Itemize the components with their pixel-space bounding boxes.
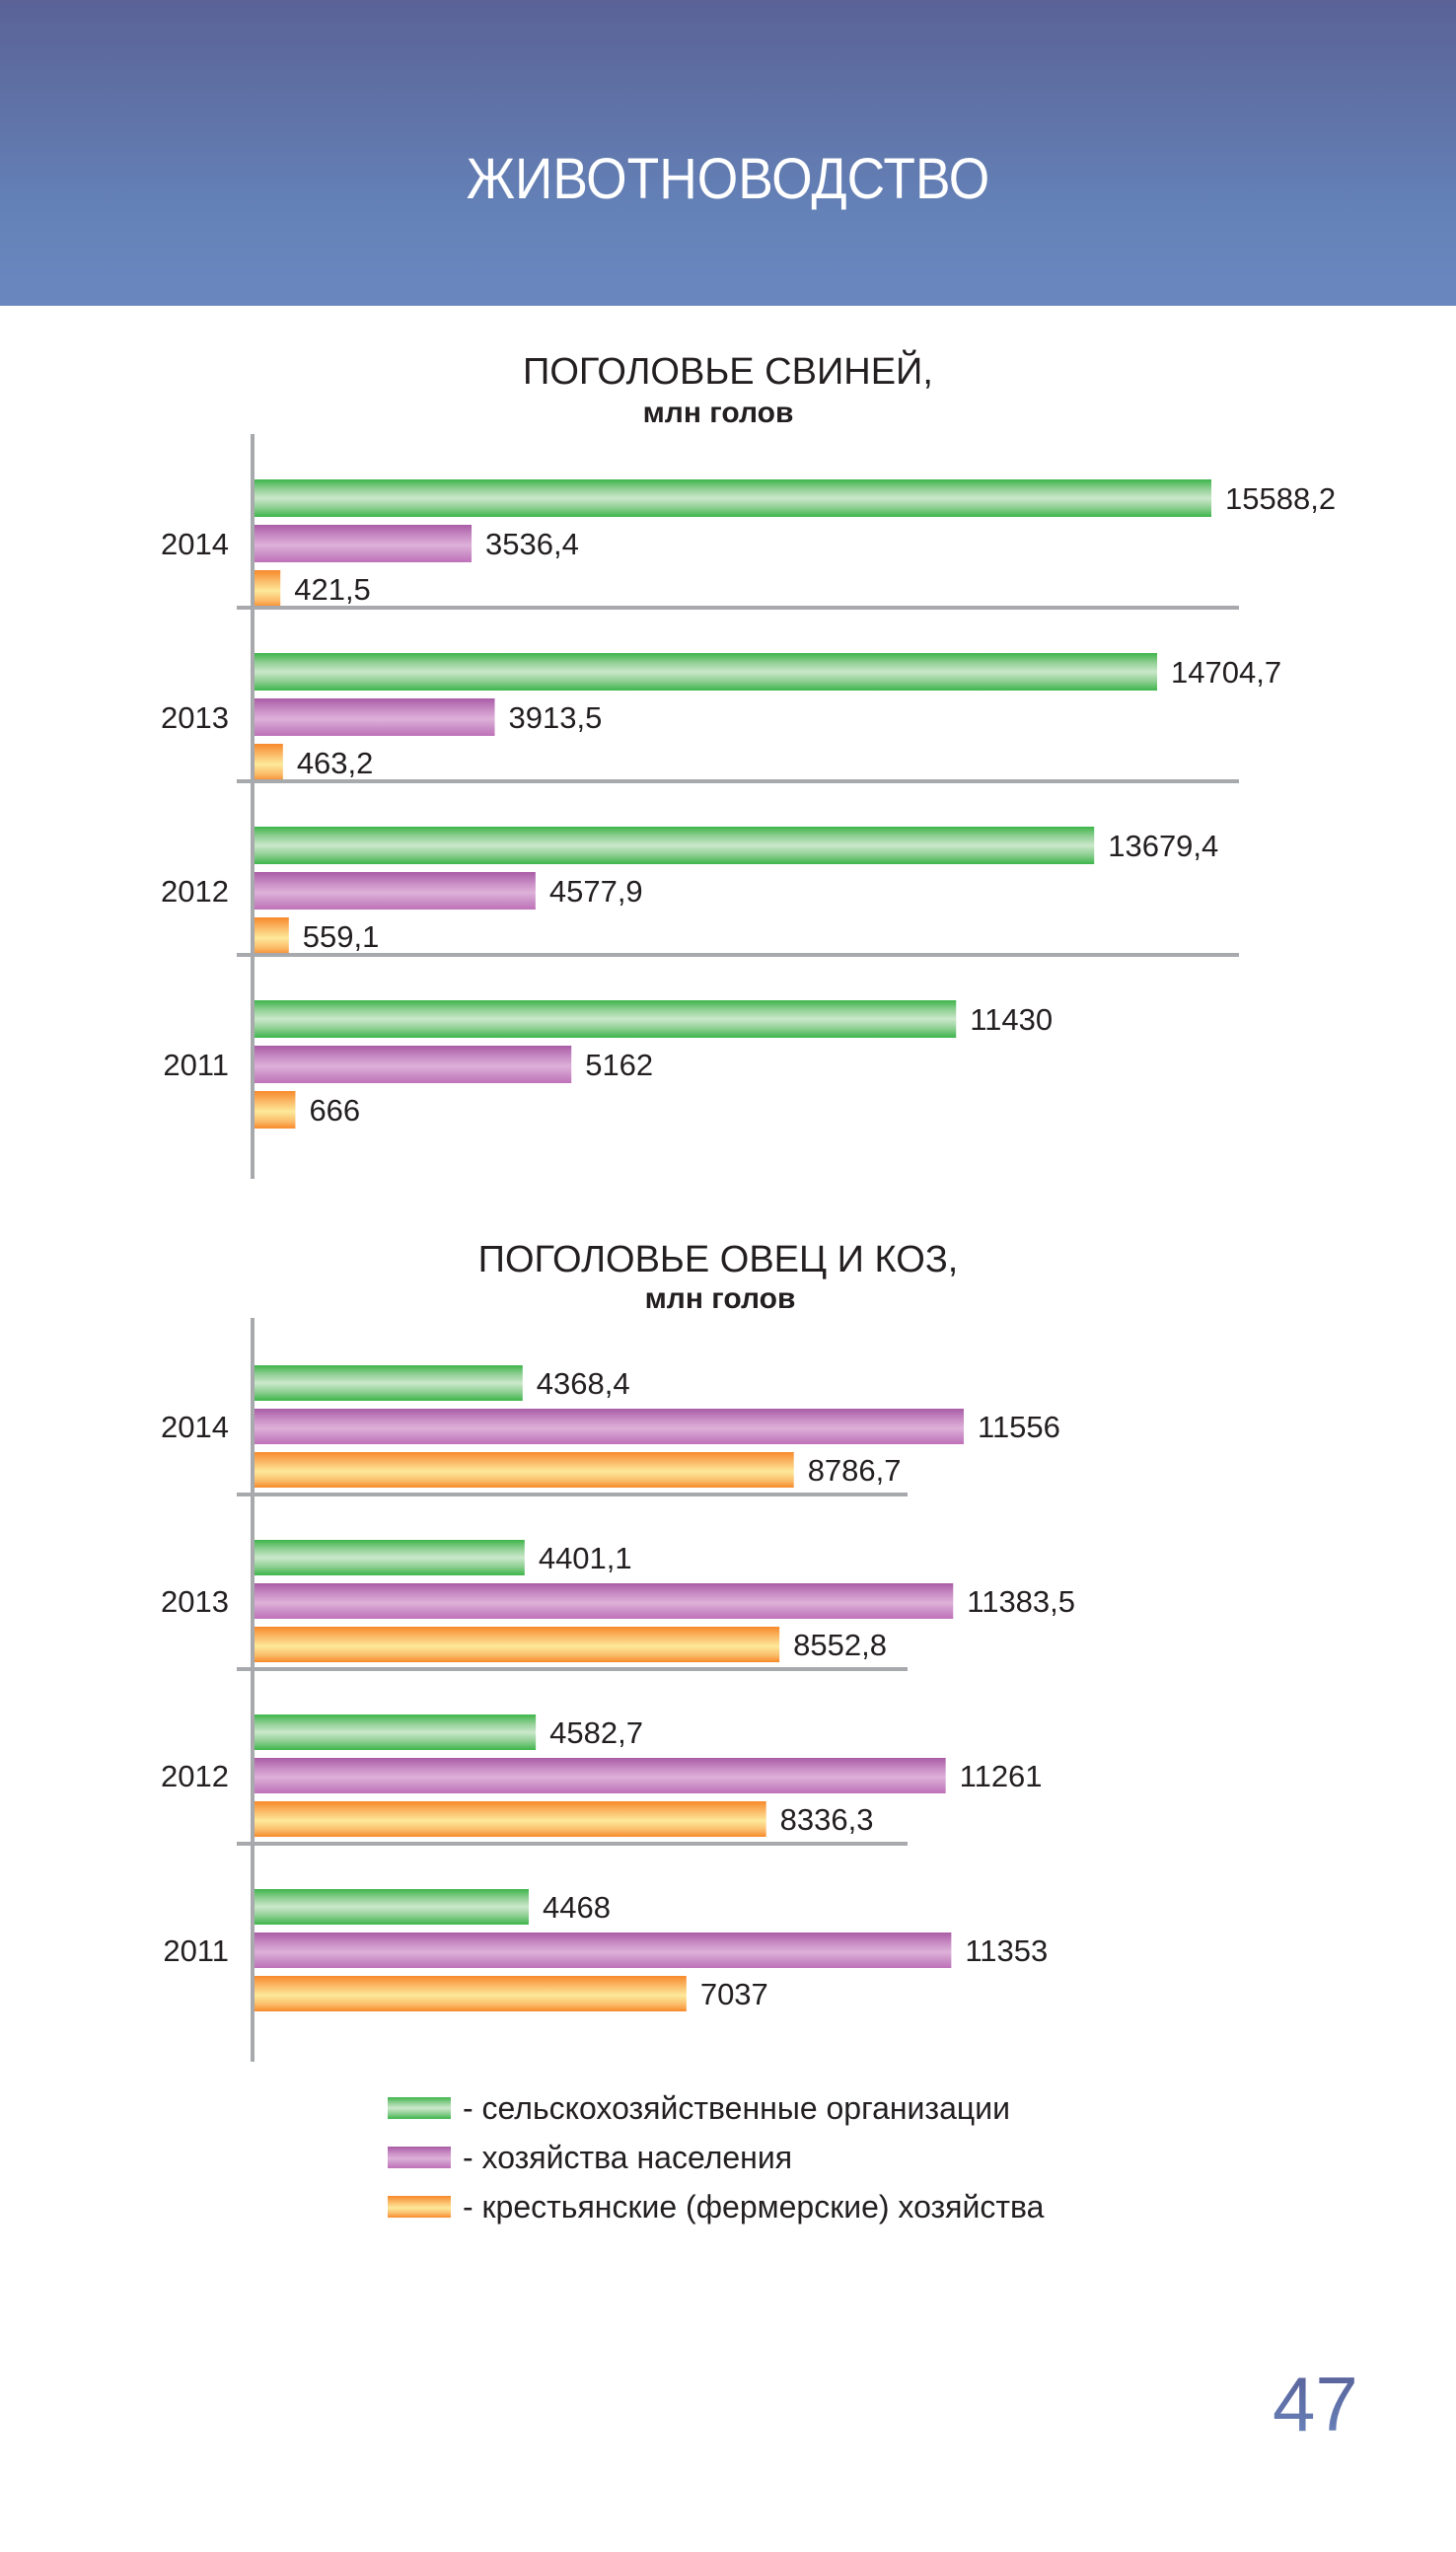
data-label: 8786,7 [808,1453,902,1488]
category-label: 2013 [161,700,229,735]
data-label: 4468 [543,1890,611,1925]
bar [255,1801,766,1837]
data-label: 4582,7 [549,1715,643,1750]
data-label: 14704,7 [1171,655,1281,690]
legend-label: - сельскохозяйственные организации [463,2089,1010,2126]
data-label: 4401,1 [539,1541,632,1575]
legend-swatch-green [388,2097,451,2119]
chart-1-subtitle: млн голов [642,397,794,429]
data-label: 463,2 [297,746,374,780]
header-band: ЖИВОТНОВОДСТВО [0,0,1456,306]
bar [255,1889,529,1925]
legend-swatch-orange [388,2196,451,2218]
data-label: 15588,2 [1225,481,1336,516]
bar [255,827,1095,864]
category-label: 2014 [161,1410,229,1444]
data-label: 4368,4 [537,1366,630,1401]
data-label: 11383,5 [967,1584,1075,1619]
bar [255,1932,952,1968]
bar [255,1540,525,1575]
bar [255,1627,780,1662]
category-label: 2014 [161,527,229,561]
bar [255,1091,296,1129]
data-label: 559,1 [303,919,380,954]
bar [255,1758,946,1793]
category-label: 2013 [161,1584,229,1619]
page-number: 47 [1273,2361,1358,2447]
bar [255,1046,572,1083]
bar [255,1976,687,2011]
data-label: 5162 [585,1048,653,1082]
bar [255,525,473,562]
legend-label: - хозяйства населения [463,2139,793,2175]
data-label: 8336,3 [780,1802,874,1837]
legend-item-households: - хозяйства населения [388,2133,1044,2182]
chart-1-title: ПОГОЛОВЬЕ СВИНЕЙ, [523,351,933,393]
data-label: 666 [309,1093,360,1128]
data-label: 11556 [978,1410,1060,1444]
bar [255,479,1211,517]
bar [255,698,495,736]
bar [255,1714,537,1750]
legend-item-farms: - крестьянские (фермерские) хозяйства [388,2182,1044,2231]
chart-sheep-goats: 2014 4368,4 11556 8786,7 2013 4401,1 11383,5 85… [161,1318,1075,2062]
page-title: ЖИВОТНОВОДСТВО [466,147,990,211]
bar [255,1000,957,1038]
bar [255,1365,523,1401]
bar [255,1452,794,1488]
chart-pigs: 2014 15588,2 3536,4 421,5 2013 14704,7 3913,5 4… [161,434,1336,1179]
category-label: 2011 [163,1933,229,1968]
category-label: 2011 [163,1048,229,1082]
bar [255,744,283,781]
category-label: 2012 [161,874,229,909]
legend-label: - крестьянские (фермерские) хозяйства [463,2188,1045,2224]
data-label: 421,5 [294,572,371,607]
chart-2-title: ПОГОЛОВЬЕ ОВЕЦ И КОЗ, [477,1239,959,1280]
data-label: 7037 [700,1977,768,2011]
data-label: 3913,5 [509,700,603,735]
legend-item-agri-orgs: - сельскохозяйственные организации [388,2083,1044,2133]
bar [255,1583,954,1619]
data-label: 11430 [970,1002,1053,1037]
category-label: 2012 [161,1759,229,1793]
bar [255,653,1158,691]
data-label: 4577,9 [549,874,643,909]
legend-swatch-purple [388,2147,451,2168]
bar [255,872,536,910]
data-label: 13679,4 [1108,829,1218,863]
data-label: 8552,8 [793,1628,887,1662]
data-label: 11353 [965,1933,1048,1968]
data-label: 3536,4 [485,527,579,561]
legend: - сельскохозяйственные организации - хоз… [388,2083,1044,2231]
bar [255,917,289,955]
data-label: 11261 [960,1759,1043,1793]
chart-2-subtitle: млн голов [644,1282,796,1315]
bar [255,570,281,608]
bar [255,1409,964,1444]
